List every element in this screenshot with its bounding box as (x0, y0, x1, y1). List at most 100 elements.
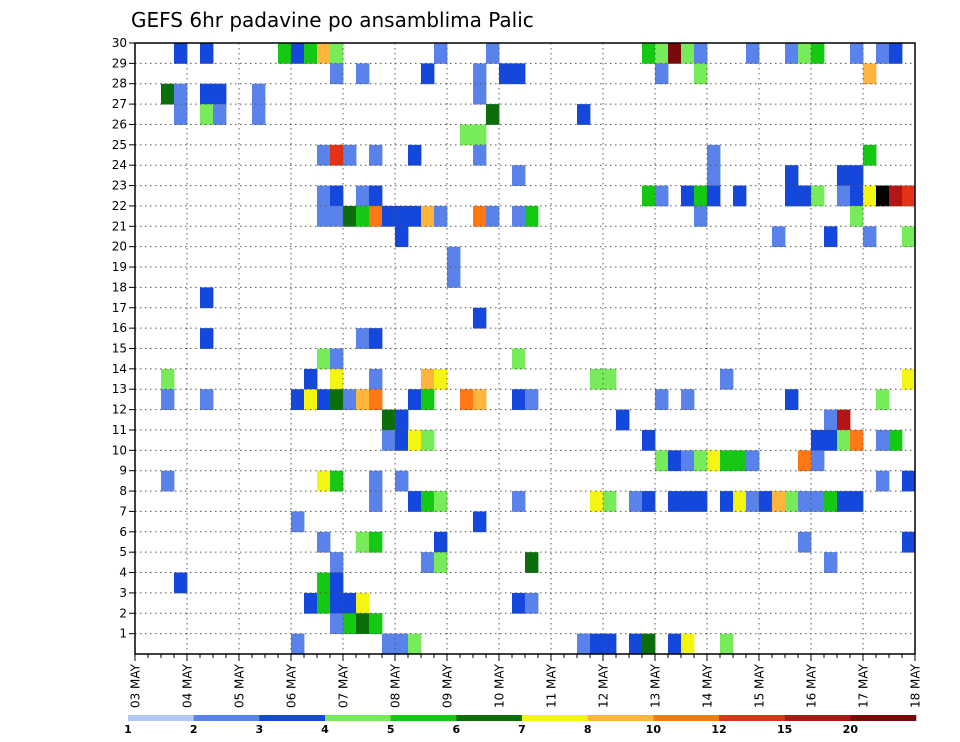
heatmap-cell (655, 450, 669, 472)
heatmap-cell (733, 450, 747, 472)
y-tick-label: 15 (112, 342, 127, 356)
legend-label: 8 (584, 723, 592, 736)
heatmap-cell (421, 63, 435, 85)
y-tick-label: 18 (112, 280, 127, 294)
heatmap-cell (525, 389, 539, 410)
heatmap-cell (304, 389, 318, 410)
heatmap-cell (291, 633, 305, 655)
heatmap-cell (512, 63, 526, 85)
heatmap-cell (655, 43, 669, 64)
heatmap-cell (161, 83, 175, 105)
heatmap-cell (603, 491, 617, 512)
heatmap-cell (330, 368, 344, 390)
heatmap-cell (421, 491, 435, 512)
heatmap-cell (681, 389, 695, 410)
heatmap-cell (473, 144, 487, 166)
heatmap-cell (291, 43, 305, 64)
heatmap-cell (304, 592, 318, 614)
heatmap-cell (681, 491, 695, 512)
heatmap-cell (876, 429, 890, 451)
heatmap-cell (213, 104, 227, 125)
heatmap-cell (473, 124, 487, 146)
heatmap-cell (369, 491, 383, 512)
x-tick-label: 04 MAY (181, 663, 195, 708)
y-tick-label: 4 (119, 566, 127, 580)
heatmap-cell (408, 429, 422, 451)
heatmap-cell (902, 185, 916, 207)
heatmap-cell (889, 43, 903, 64)
heatmap-cell (590, 368, 604, 390)
heatmap-cell (837, 429, 851, 451)
heatmap-cell (330, 592, 344, 614)
heatmap-cell (512, 348, 526, 370)
x-tick-label: 11 MAY (545, 663, 559, 708)
y-tick-label: 1 (119, 627, 127, 641)
heatmap-cell (707, 144, 721, 166)
heatmap-cell (447, 246, 461, 268)
heatmap-cell (850, 185, 864, 207)
heatmap-cell (395, 205, 409, 227)
legend-swatch (784, 715, 851, 721)
heatmap-cell (369, 389, 383, 410)
heatmap-cell (174, 43, 188, 64)
legend-label: 7 (518, 723, 526, 736)
heatmap-cell (486, 43, 500, 64)
heatmap-cell (473, 307, 487, 329)
heatmap-cell (824, 226, 838, 248)
heatmap-cell (798, 185, 812, 207)
heatmap-cell (421, 429, 435, 451)
heatmap-cell (252, 83, 266, 105)
legend-swatch (390, 715, 457, 721)
heatmap-cell (720, 633, 734, 655)
heatmap-cell (330, 470, 344, 492)
heatmap-cell (369, 613, 383, 635)
heatmap-cell (785, 389, 799, 410)
heatmap-cell (694, 185, 708, 207)
heatmap-cell (668, 491, 682, 512)
heatmap-cell (785, 491, 799, 512)
y-tick-label: 8 (119, 484, 127, 498)
heatmap-cell (681, 43, 695, 64)
y-tick-label: 22 (112, 199, 127, 213)
heatmap-cell (291, 389, 305, 410)
heatmap-cell (317, 205, 331, 227)
heatmap-cell (889, 185, 903, 207)
heatmap-cell (421, 389, 435, 410)
heatmap-cell (811, 185, 825, 207)
heatmap-cell (317, 389, 331, 410)
heatmap-cell (356, 592, 370, 614)
heatmap-cell (642, 633, 656, 655)
heatmap-cell (330, 144, 344, 166)
heatmap-cell (434, 491, 448, 512)
heatmap-cell (824, 552, 838, 573)
heatmap-cell (460, 124, 474, 146)
y-tick-label: 2 (119, 606, 127, 620)
heatmap-cell (681, 450, 695, 472)
heatmap-cell (200, 328, 214, 349)
heatmap-cell (421, 368, 435, 390)
heatmap-cell (525, 205, 539, 227)
heatmap-cell (616, 409, 630, 431)
heatmap-cell (902, 368, 916, 390)
heatmap-cell (642, 491, 656, 512)
heatmap-cell (317, 470, 331, 492)
y-tick-label: 25 (112, 138, 127, 152)
legend-swatch (522, 715, 588, 721)
heatmap-cell (798, 531, 812, 553)
heatmap-cell (343, 592, 357, 614)
heatmap-cell (473, 63, 487, 85)
heatmap-cell (746, 450, 760, 472)
heatmap-cell (369, 531, 383, 553)
heatmap-cell (356, 63, 370, 85)
heatmap-cell (356, 389, 370, 410)
legend-swatch (850, 715, 917, 721)
heatmap-cell (759, 491, 773, 512)
x-tick-label: 05 MAY (233, 663, 247, 708)
heatmap-cell (837, 491, 851, 512)
heatmap-cell (434, 552, 448, 573)
heatmap-cell (746, 43, 760, 64)
heatmap-cell (408, 389, 422, 410)
heatmap-cell (603, 633, 617, 655)
heatmap-cell (720, 368, 734, 390)
heatmap-cell (200, 389, 214, 410)
